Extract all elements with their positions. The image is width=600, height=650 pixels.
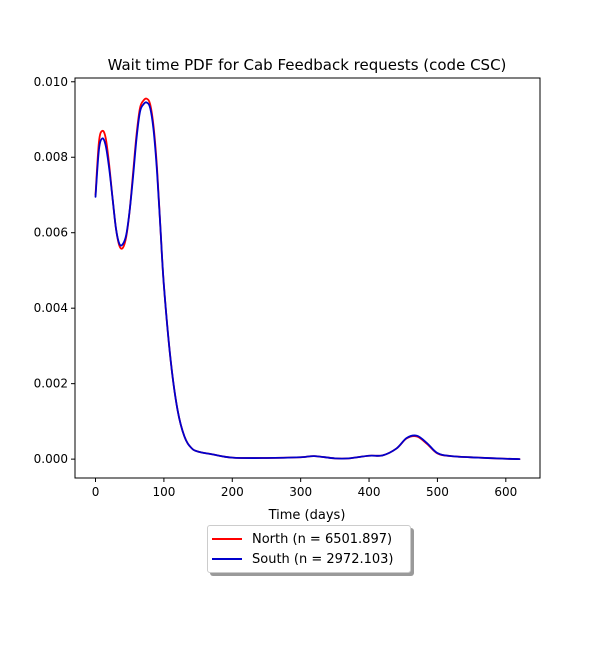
- legend-label-north: North (n = 6501.897): [252, 531, 393, 547]
- legend-item-south: South (n = 2972.103): [208, 549, 393, 569]
- x-tick-label: 400: [358, 485, 381, 499]
- plot-frame: [74, 77, 541, 479]
- y-tick-label: 0.000: [34, 452, 68, 466]
- x-tick-label: 500: [426, 485, 449, 499]
- legend-swatch-south: [212, 558, 242, 560]
- legend-item-north: North (n = 6501.897): [208, 529, 392, 549]
- x-axis-label: Time (days): [268, 508, 346, 523]
- y-tick-label: 0.006: [34, 226, 68, 240]
- x-tick-label: 100: [152, 485, 175, 499]
- chart-title: Wait time PDF for Cab Feedback requests …: [108, 56, 507, 74]
- axis-ticks: 0 100 200 300 400 500 600 0.000 0.002 0.004 0.006 0…: [34, 75, 518, 499]
- y-tick-label: 0.004: [34, 301, 68, 315]
- series-lines: [94, 97, 521, 461]
- series-line-north: [94, 97, 521, 461]
- series-line-south: [94, 101, 521, 461]
- y-tick-label: 0.008: [34, 150, 68, 164]
- x-tick-label: 200: [221, 485, 244, 499]
- x-tick-label: 300: [289, 485, 312, 499]
- legend-label-south: South (n = 2972.103): [252, 551, 394, 567]
- x-tick-label: 0: [92, 485, 100, 499]
- legend-swatch-north: [212, 538, 242, 540]
- y-tick-label: 0.010: [34, 75, 68, 89]
- x-tick-label: 600: [494, 485, 517, 499]
- y-tick-label: 0.002: [34, 377, 68, 391]
- legend: North (n = 6501.897) South (n = 2972.103…: [207, 525, 411, 573]
